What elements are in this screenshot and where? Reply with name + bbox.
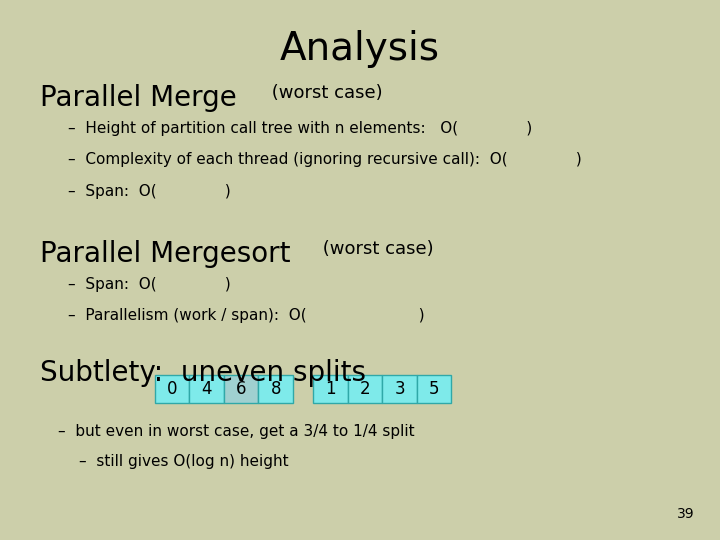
Text: 5: 5 [429,380,439,399]
Text: –  but even in worst case, get a 3/4 to 1/4 split: – but even in worst case, get a 3/4 to 1… [58,424,414,439]
Bar [382,375,417,403]
Text: 1: 1 [325,380,336,399]
Text: 6: 6 [236,380,246,399]
Text: –  Span:  O(              ): – Span: O( ) [68,277,231,292]
Text: –  Span:  O(              ): – Span: O( ) [68,184,231,199]
Text: 8: 8 [271,380,281,399]
Text: 3: 3 [395,380,405,399]
Text: 2: 2 [360,380,370,399]
Bar [348,375,382,403]
Text: –  Height of partition call tree with n elements:   O(              ): – Height of partition call tree with n e… [68,122,533,137]
Text: Analysis: Analysis [280,30,440,68]
Text: –  still gives O(log n) height: – still gives O(log n) height [79,454,289,469]
Bar [189,375,224,403]
Bar [258,375,293,403]
Text: Parallel Merge: Parallel Merge [40,84,236,112]
Bar [417,375,451,403]
Text: Subtlety:  uneven splits: Subtlety: uneven splits [40,359,366,387]
Bar [224,375,258,403]
Text: 4: 4 [202,380,212,399]
Text: –  Complexity of each thread (ignoring recursive call):  O(              ): – Complexity of each thread (ignoring re… [68,152,582,167]
Bar [155,375,189,403]
Text: 39: 39 [678,507,695,521]
Bar [313,375,348,403]
Text: (worst case): (worst case) [266,84,383,102]
Text: –  Parallelism (work / span):  O(                       ): – Parallelism (work / span): O( ) [68,308,425,323]
Text: 0: 0 [167,380,177,399]
Text: (worst case): (worst case) [317,240,433,258]
Text: Parallel Mergesort: Parallel Mergesort [40,240,290,268]
